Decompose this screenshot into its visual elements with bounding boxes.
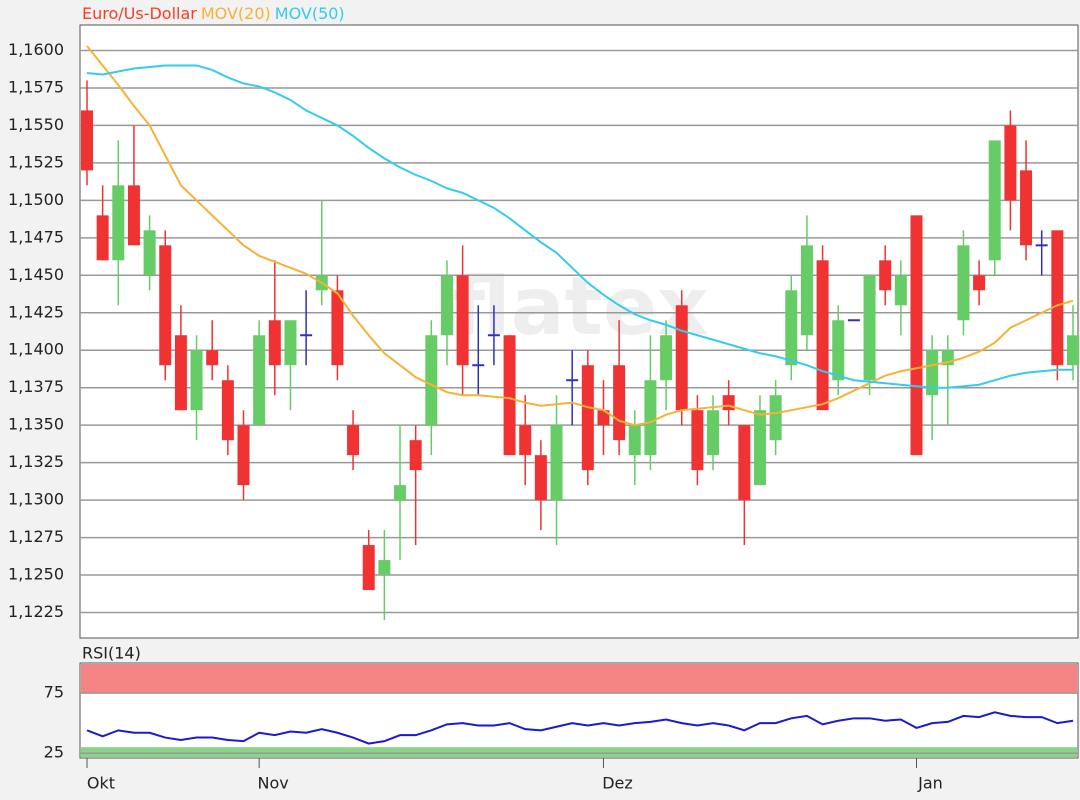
candle-body: [988, 140, 1001, 261]
candle-body: [534, 455, 547, 501]
y-tick-label: 1,1325: [8, 452, 64, 471]
y-tick-label: 1,1300: [8, 490, 64, 509]
candle-body: [644, 380, 657, 456]
candle-body: [581, 365, 594, 471]
candle-body: [159, 245, 172, 366]
y-tick-label: 1,1575: [8, 77, 64, 96]
candle-body: [284, 320, 297, 366]
moving-average: [86, 45, 1074, 427]
candle-body: [675, 305, 688, 411]
oversold-band: [81, 747, 1077, 757]
legend-entry: MOV(50): [275, 4, 345, 23]
candle-body: [894, 275, 907, 306]
candle-body: [628, 425, 641, 456]
legend: Euro/Us-Dollar MOV(20) MOV(50): [82, 4, 345, 23]
candle-body: [503, 335, 516, 456]
candle-body: [143, 230, 156, 276]
candle-body: [597, 410, 610, 426]
candle-body: [800, 245, 813, 336]
candle-body: [425, 335, 438, 426]
candle-body: [769, 395, 782, 441]
candle-body: [174, 335, 187, 411]
candle-body: [753, 410, 766, 486]
x-tick-label: Nov: [258, 774, 289, 793]
candle-body: [190, 350, 203, 411]
candle-body: [863, 275, 876, 381]
candle-body: [957, 245, 970, 321]
y-tick-label: 1,1600: [8, 40, 64, 59]
y-tick-label: 1,1525: [8, 152, 64, 171]
candle-body: [221, 380, 234, 441]
candle-body: [550, 425, 563, 501]
candle-body: [613, 365, 626, 441]
rsi-line: [86, 711, 1074, 745]
candle-body: [112, 185, 125, 261]
legend-entry: MOV(20): [201, 4, 271, 23]
candle-body: [910, 215, 923, 456]
moving-average: [86, 64, 1073, 389]
y-tick-label: 1,1475: [8, 227, 64, 246]
candle-body: [81, 110, 93, 171]
candle-body: [1067, 335, 1079, 366]
candle-body: [409, 440, 422, 471]
candle-body: [456, 275, 469, 366]
y-tick-label: 1,1400: [8, 340, 64, 359]
candle-body: [237, 425, 250, 486]
candle-body: [519, 425, 532, 456]
y-tick-label: 75: [44, 683, 64, 702]
candle-body: [738, 425, 751, 501]
candle-body: [440, 275, 453, 336]
x-tick-label: Okt: [87, 774, 115, 793]
y-tick-label: 1,1250: [8, 565, 64, 584]
x-tick-label: Dez: [602, 774, 633, 793]
x-tick-label: Jan: [917, 774, 943, 793]
candle-body: [879, 260, 892, 291]
candle-body: [707, 410, 720, 456]
candle-body: [127, 185, 140, 246]
candle-body: [1051, 230, 1064, 366]
y-tick-label: 1,1275: [8, 527, 64, 546]
candle-body: [785, 290, 798, 366]
candle-body: [1020, 170, 1033, 246]
y-tick-label: 1,1425: [8, 302, 64, 321]
candle-body: [394, 485, 407, 501]
candle-body: [378, 560, 391, 576]
candle-body: [973, 275, 986, 291]
candle-body: [362, 545, 375, 591]
y-tick-label: 1,1550: [8, 115, 64, 134]
candle-body: [832, 320, 845, 381]
y-tick-label: 1,1500: [8, 190, 64, 209]
candle-body: [926, 350, 939, 396]
y-tick-label: 1,1225: [8, 602, 64, 621]
y-tick-label: 1,1350: [8, 415, 64, 434]
y-tick-label: 25: [44, 743, 64, 762]
candle-body: [206, 350, 219, 366]
candle-body: [816, 260, 829, 411]
candle-body: [1004, 125, 1017, 201]
candle-body: [691, 410, 704, 471]
y-tick-label: 1,1450: [8, 265, 64, 284]
candle-body: [722, 395, 735, 411]
rsi-title: RSI(14): [82, 644, 141, 663]
candle-body: [253, 335, 266, 426]
legend-entry: Euro/Us-Dollar: [82, 4, 197, 23]
candle-body: [96, 215, 109, 261]
candle-body: [347, 425, 360, 456]
candle-body: [331, 290, 344, 366]
candle-body: [268, 320, 281, 366]
overbought-band: [81, 664, 1077, 694]
y-tick-label: 1,1375: [8, 377, 64, 396]
candle-body: [660, 335, 673, 381]
